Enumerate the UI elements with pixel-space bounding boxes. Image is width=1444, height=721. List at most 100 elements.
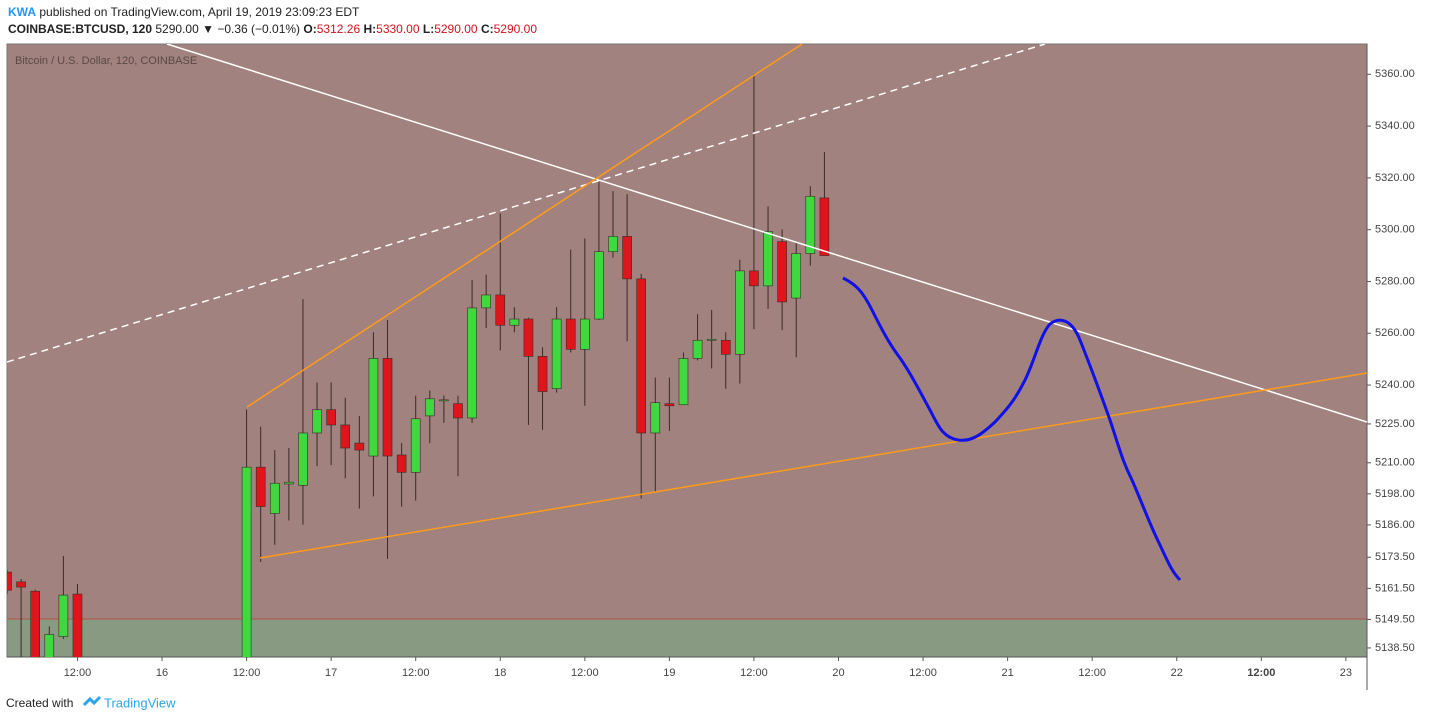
zone-lower <box>7 619 1367 657</box>
y-tick-label: 5240.00 <box>1375 379 1415 391</box>
candle-body <box>269 482 280 514</box>
o-label: O: <box>303 22 317 36</box>
y-tick-label: 5225.00 <box>1375 418 1415 430</box>
h: 5330.00 <box>376 22 420 36</box>
c: 5290.00 <box>493 22 537 36</box>
x-tick-label: 23 <box>1340 667 1352 679</box>
candle-body <box>439 399 449 402</box>
candle-body <box>622 236 632 280</box>
y-tick-label: 5320.00 <box>1375 172 1415 184</box>
x-tick-label: 12:00 <box>571 667 599 679</box>
tv-logo-mark <box>82 695 102 707</box>
footer-created: Created with <box>6 696 73 710</box>
candle-body <box>298 432 308 486</box>
candle-body <box>678 358 689 406</box>
projection-curve <box>842 276 1182 582</box>
candle-body <box>819 197 830 256</box>
candles <box>7 74 830 657</box>
o: 5312.26 <box>316 22 361 36</box>
x-tick-label: 12:00 <box>740 667 768 679</box>
y-tick-label: 5210.00 <box>1375 457 1415 469</box>
x-tick-label: 12:00 <box>1247 667 1275 679</box>
change: ▼ −0.36 (−0.01%) <box>202 22 301 36</box>
candle-body <box>763 231 773 287</box>
y-tick-label: 5340.00 <box>1375 120 1415 132</box>
candle-body <box>706 338 717 341</box>
channel-lower <box>259 372 1367 559</box>
author: KWA <box>8 5 36 19</box>
last: 5290.00 <box>155 22 199 36</box>
h-label: H: <box>363 22 377 36</box>
candle-body <box>396 454 407 473</box>
symbol: COINBASE:BTCUSD, 120 <box>8 22 153 36</box>
trend-line <box>166 44 1367 423</box>
tv-logo <box>82 695 102 707</box>
channel-upper <box>246 44 803 408</box>
candle-body <box>594 251 604 320</box>
candle-body <box>608 236 618 253</box>
candle-body <box>664 403 675 407</box>
candle-body <box>650 402 661 434</box>
candle-body <box>720 339 731 355</box>
y-tick-label: 5260.00 <box>1375 327 1415 339</box>
x-tick-label: 12:00 <box>233 667 261 679</box>
candle-body <box>58 594 69 637</box>
x-tick-label: 22 <box>1171 667 1183 679</box>
candle-body <box>580 318 590 350</box>
candle-body <box>481 294 491 309</box>
candle-body <box>749 270 759 287</box>
x-tick-label: 18 <box>494 667 506 679</box>
y-tick-label: 5173.50 <box>1375 551 1415 563</box>
x-tick-label: 12:00 <box>64 667 92 679</box>
candle-body <box>284 481 294 485</box>
candle-body <box>467 307 477 419</box>
x-tick-label: 16 <box>156 667 168 679</box>
candle-body <box>424 398 435 417</box>
candle-body <box>16 581 26 588</box>
c-label: C: <box>480 22 494 36</box>
candle-body <box>44 634 55 657</box>
candle-body <box>410 418 421 473</box>
x-tick-label: 12:00 <box>909 667 937 679</box>
chart-title: Bitcoin / U.S. Dollar, 120, COINBASE <box>15 55 197 67</box>
candle-body <box>537 356 548 392</box>
zone-upper <box>7 44 1367 619</box>
y-tick-label: 5198.00 <box>1375 488 1415 500</box>
x-tick-label: 20 <box>832 667 844 679</box>
candle-body <box>312 409 322 434</box>
y-tick-label: 5280.00 <box>1375 275 1415 287</box>
publish-line: KWA published on TradingView.com, April … <box>8 5 359 19</box>
y-tick-label: 5360.00 <box>1375 68 1415 80</box>
candle-body <box>551 318 562 389</box>
candle-body <box>735 270 745 355</box>
candle-body <box>777 241 787 303</box>
trend-line-dashed <box>7 44 1046 363</box>
candle-body <box>509 318 520 326</box>
l-label: L: <box>422 22 435 36</box>
x-tick-label: 19 <box>663 667 675 679</box>
y-tick-label: 5138.50 <box>1375 642 1415 654</box>
quote-line: COINBASE:BTCUSD, 120 5290.00 ▼ −0.36 (−0… <box>8 22 537 36</box>
x-tick-label: 17 <box>325 667 337 679</box>
x-tick-label: 12:00 <box>1078 667 1106 679</box>
y-tick-label: 5300.00 <box>1375 224 1415 236</box>
candle-body <box>565 318 576 350</box>
candle-body <box>326 409 336 426</box>
candle-body <box>7 571 12 591</box>
candle-body <box>523 318 534 357</box>
y-tick-label: 5149.50 <box>1375 613 1415 625</box>
candle-body <box>72 593 83 657</box>
published: published on TradingView.com, April 19, … <box>39 5 360 19</box>
candle-body <box>636 278 646 434</box>
candle-body <box>791 253 802 299</box>
y-tick-label: 5186.00 <box>1375 519 1415 531</box>
drawings <box>7 44 1367 582</box>
candle-body <box>354 442 365 451</box>
x-tick-label: 21 <box>1001 667 1013 679</box>
candle-body <box>382 358 393 457</box>
candle-body <box>30 590 40 657</box>
candle-body <box>453 403 463 419</box>
candle-body <box>241 466 252 657</box>
